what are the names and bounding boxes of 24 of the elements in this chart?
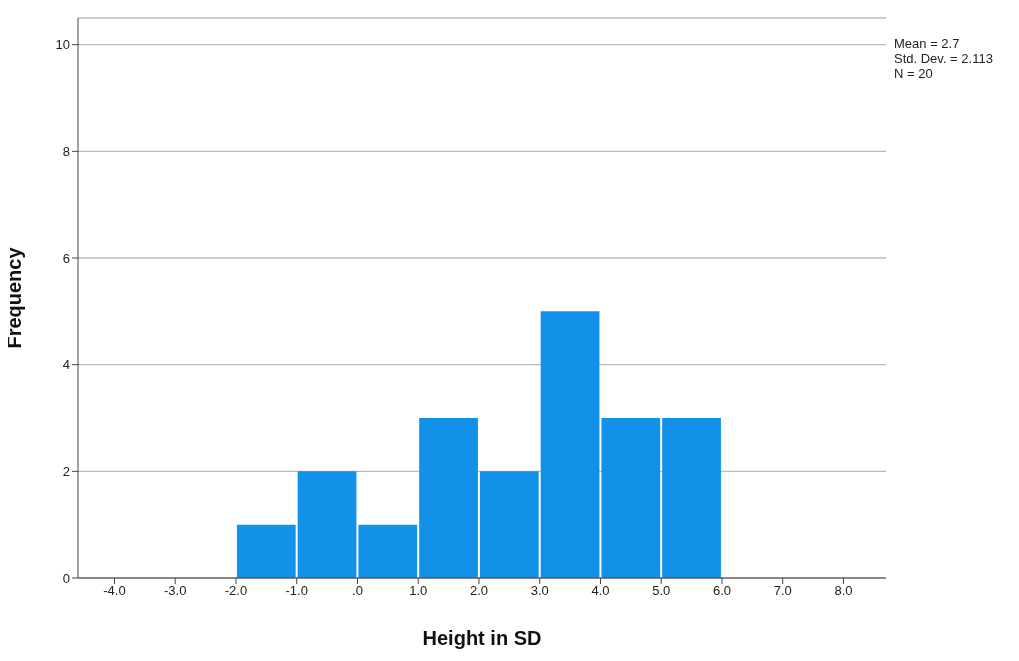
x-tick-label: -1.0: [285, 583, 308, 599]
y-tick-label: 6: [62, 250, 70, 266]
y-tick-label: 8: [62, 143, 70, 159]
x-tick-label: 1.0: [409, 583, 428, 599]
x-tick-label: 3.0: [530, 583, 549, 599]
x-tick-label: -2.0: [224, 583, 248, 599]
y-tick-label: 4: [62, 357, 70, 373]
x-tick-label: .0: [352, 583, 363, 599]
y-tick-label: 10: [55, 37, 70, 53]
x-tick-label: -3.0: [164, 583, 187, 599]
y-tick-label: 2: [62, 463, 70, 479]
text: Mean = 2.7: [894, 36, 961, 51]
x-tick-label: 2.0: [469, 583, 488, 599]
text: Std. Dev. = 2.113: [894, 51, 993, 66]
x-tick-label: 4.0: [591, 583, 610, 599]
x-tick-label: 6.0: [712, 583, 732, 599]
y-axis-title: Frequency: [3, 246, 26, 349]
x-tick-label: 8.0: [834, 583, 853, 599]
x-tick-label: 5.0: [652, 583, 671, 599]
y-tick-label: 0: [62, 570, 70, 586]
x-tick-label: -4.0: [103, 583, 126, 599]
text: N = 20: [894, 66, 934, 81]
x-axis-title: Height in SD: [422, 627, 542, 649]
x-tick-label: 7.0: [773, 583, 792, 599]
